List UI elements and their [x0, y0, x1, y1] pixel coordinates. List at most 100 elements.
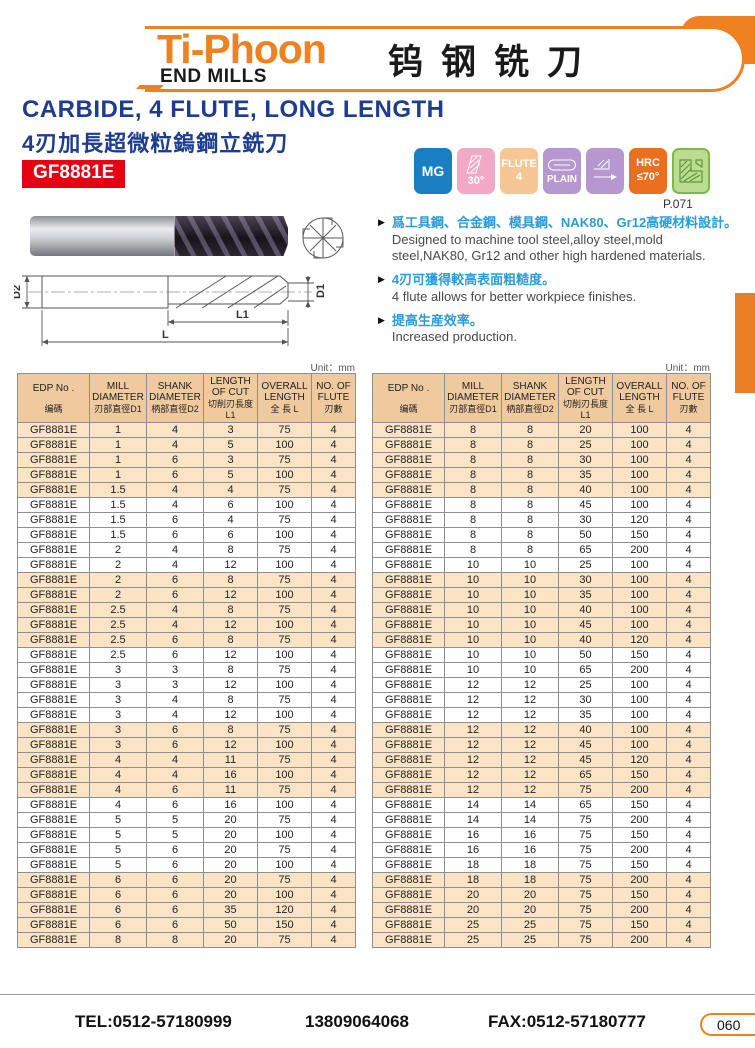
- table-row: GF8881E 8 8 65 200 4: [372, 541, 711, 558]
- table-row: GF8881E 2.5 4 8 75 4: [17, 601, 356, 618]
- table-cell: 100: [257, 586, 312, 603]
- table-cell: 20: [203, 811, 258, 828]
- table-cell: 150: [612, 766, 667, 783]
- table-cell: 6: [146, 451, 204, 468]
- table-row: GF8881E 25 25 75 150 4: [372, 916, 711, 933]
- spec-table-right: EDP No . 编碼 MILL DIAMETER 刃部直徑D1 SHANK DIAME…: [372, 373, 711, 948]
- helix-angle-badge: 30°: [457, 148, 495, 194]
- table-cell: 75: [558, 901, 613, 918]
- table-cell: 1.5: [89, 496, 147, 513]
- table-cell: 8: [444, 466, 502, 483]
- table-cell: 6: [89, 871, 147, 888]
- table-cell: 4: [146, 751, 204, 768]
- table-cell: 120: [612, 631, 667, 648]
- flute-count: 4: [515, 171, 523, 183]
- table-cell: 75: [558, 856, 613, 873]
- flute-count-badge: FLUTE 4: [500, 148, 538, 194]
- table-row: GF8881E 8 8 45 100 4: [372, 496, 711, 513]
- table-cell: GF8881E: [372, 766, 445, 783]
- table-cell: 25: [444, 916, 502, 933]
- table-cell: 100: [257, 826, 312, 843]
- table-cell: 6: [146, 781, 204, 798]
- table-cell: 30: [558, 511, 613, 528]
- table-cell: 20: [203, 871, 258, 888]
- table-cell: 6: [89, 916, 147, 933]
- table-cell: 100: [612, 586, 667, 603]
- table-cell: 100: [612, 721, 667, 738]
- table-cell: 4: [666, 871, 711, 888]
- table-cell: 4: [311, 751, 356, 768]
- table-cell: 4: [203, 511, 258, 528]
- table-cell: 20: [203, 856, 258, 873]
- table-cell: 4: [666, 571, 711, 588]
- table-row: GF8881E 12 12 30 100 4: [372, 691, 711, 708]
- table-cell: 8: [444, 451, 502, 468]
- table-cell: 75: [257, 841, 312, 858]
- dim-label-d1: D1: [315, 284, 327, 298]
- table-cell: 4: [311, 586, 356, 603]
- table-row: GF8881E 14 14 75 200 4: [372, 811, 711, 828]
- table-cell: GF8881E: [372, 601, 445, 618]
- table-cell: GF8881E: [372, 436, 445, 453]
- column-header: EDP No . 编碼: [17, 373, 90, 423]
- table-cell: 20: [444, 901, 502, 918]
- table-cell: 18: [444, 871, 502, 888]
- table-cell: 65: [558, 796, 613, 813]
- table-cell: 10: [501, 586, 559, 603]
- table-cell: 120: [257, 901, 312, 918]
- table-cell: 25: [501, 916, 559, 933]
- table-cell: 3: [146, 676, 204, 693]
- table-cell: 8: [501, 541, 559, 558]
- table-cell: 6: [146, 721, 204, 738]
- table-cell: 8: [444, 496, 502, 513]
- table-cell: 45: [558, 751, 613, 768]
- table-cell: 18: [444, 856, 502, 873]
- table-cell: 6: [89, 886, 147, 903]
- table-cell: 4: [146, 436, 204, 453]
- table-cell: GF8881E: [17, 571, 90, 588]
- table-cell: 10: [444, 556, 502, 573]
- page-edge-index-tab: [735, 293, 755, 393]
- table-row: GF8881E 5 6 20 100 4: [17, 856, 356, 873]
- table-cell: 20: [203, 931, 258, 948]
- table-cell: 8: [501, 511, 559, 528]
- table-row: GF8881E 4 6 11 75 4: [17, 781, 356, 798]
- table-cell: 10: [444, 661, 502, 678]
- table-cell: 25: [444, 931, 502, 948]
- table-cell: 2.5: [89, 616, 147, 633]
- table-cell: 5: [89, 826, 147, 843]
- table-cell: 30: [558, 571, 613, 588]
- table-cell: GF8881E: [372, 631, 445, 648]
- table-cell: 3: [89, 721, 147, 738]
- table-cell: 12: [444, 736, 502, 753]
- table-cell: 16: [501, 841, 559, 858]
- table-cell: 100: [612, 556, 667, 573]
- table-cell: 75: [257, 721, 312, 738]
- table-cell: 11: [203, 751, 258, 768]
- spec-table-left: EDP No . 编碼 MILL DIAMETER 刃部直徑D1 SHANK DIAME…: [17, 373, 356, 948]
- table-cell: 12: [203, 556, 258, 573]
- table-cell: 100: [612, 436, 667, 453]
- table-cell: 3: [89, 706, 147, 723]
- table-row: GF8881E 20 20 75 150 4: [372, 886, 711, 903]
- table-row: GF8881E 2.5 6 8 75 4: [17, 631, 356, 648]
- feature-text-en: Designed to machine tool steel,alloy ste…: [391, 231, 706, 264]
- table-cell: 2.5: [89, 601, 147, 618]
- table-cell: 12: [501, 676, 559, 693]
- table-cell: 75: [558, 781, 613, 798]
- column-header: MILL DIAMETER 刃部直徑D1: [444, 373, 502, 423]
- table-cell: 10: [501, 601, 559, 618]
- table-cell: 8: [444, 511, 502, 528]
- table-row: GF8881E 8 8 25 100 4: [372, 436, 711, 453]
- table-cell: 20: [501, 901, 559, 918]
- table-cell: 14: [501, 796, 559, 813]
- table-cell: 1: [89, 436, 147, 453]
- table-cell: 4: [666, 811, 711, 828]
- page-number-badge: 060: [700, 1013, 755, 1036]
- table-row: GF8881E 10 10 45 100 4: [372, 616, 711, 633]
- table-cell: 8: [203, 721, 258, 738]
- column-header: SHANK DIAMETER 柄部直徑D2: [501, 373, 559, 423]
- table-cell: 100: [612, 601, 667, 618]
- table-cell: GF8881E: [372, 721, 445, 738]
